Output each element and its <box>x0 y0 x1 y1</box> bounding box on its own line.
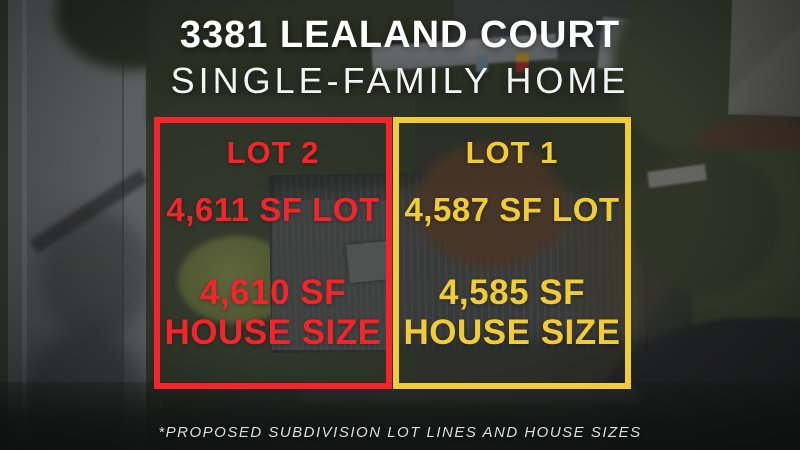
lot-2-lot-size: 4,611 SF LOT <box>166 191 380 228</box>
page-title: 3381 LEALAND COURT <box>179 14 621 56</box>
lot-1-house-size: 4,585 SF <box>438 273 586 312</box>
page-subtitle: SINGLE-FAMILY HOME <box>170 60 630 101</box>
lot-1-label: LOT 1 <box>465 135 559 170</box>
lot-2-label: LOT 2 <box>226 135 320 170</box>
disclaimer-footnote: *PROPOSED SUBDIVISION LOT LINES AND HOUS… <box>158 424 642 441</box>
lot-2-boundary-box: LOT 2 4,611 SF LOT 4,610 SF HOUSE SIZE <box>154 117 392 389</box>
lot-1-boundary-box: LOT 1 4,587 SF LOT 4,585 SF HOUSE SIZE <box>393 117 631 389</box>
lot-1-house-size-label: HOUSE SIZE <box>403 313 621 352</box>
lot-2-house-size: 4,610 SF <box>199 273 347 312</box>
lot-2-house-size-label: HOUSE SIZE <box>164 313 382 352</box>
lot-1-lot-size: 4,587 SF LOT <box>404 191 620 228</box>
